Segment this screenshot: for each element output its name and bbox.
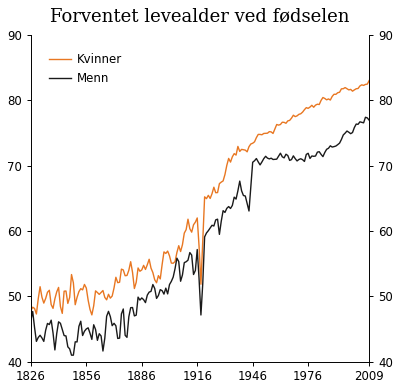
Menn xyxy=(69,353,74,358)
Menn xyxy=(359,120,364,125)
Menn xyxy=(28,318,33,323)
Menn xyxy=(145,293,150,298)
Title: Forventet levealder ved fødselen: Forventet levealder ved fødselen xyxy=(50,7,350,25)
Kvinner xyxy=(162,250,166,254)
Kvinner xyxy=(186,217,190,222)
Kvinner xyxy=(145,262,150,267)
Legend: Kvinner, Menn: Kvinner, Menn xyxy=(47,51,124,87)
Kvinner xyxy=(32,306,37,311)
Kvinner xyxy=(363,82,368,87)
Menn xyxy=(363,115,368,120)
Kvinner xyxy=(359,83,364,87)
Kvinner xyxy=(367,78,372,83)
Line: Menn: Menn xyxy=(31,117,369,355)
Menn xyxy=(162,292,166,296)
Menn xyxy=(32,325,37,330)
Menn xyxy=(367,118,372,122)
Kvinner xyxy=(90,312,94,317)
Menn xyxy=(365,115,370,120)
Kvinner xyxy=(28,308,33,313)
Menn xyxy=(186,258,190,262)
Line: Kvinner: Kvinner xyxy=(31,81,369,315)
